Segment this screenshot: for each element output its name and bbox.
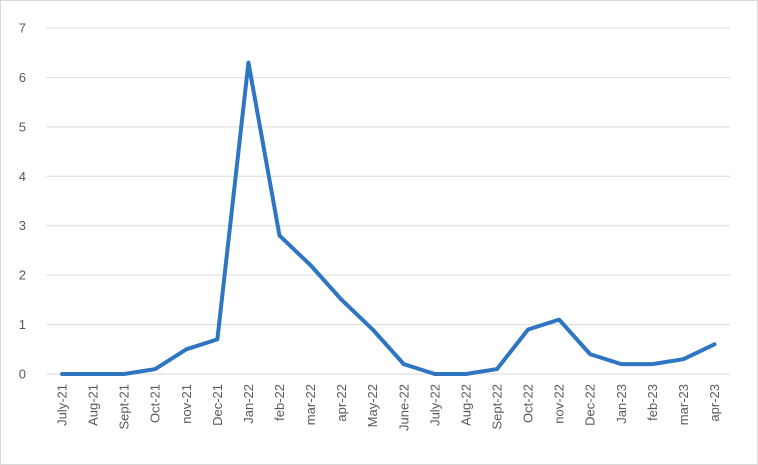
x-tick-label: apr-22 — [334, 384, 349, 422]
y-tick-label: 5 — [19, 119, 26, 134]
x-tick-label: Dec-22 — [583, 384, 598, 426]
y-tick-label: 6 — [19, 70, 26, 85]
x-tick-label: Sept-22 — [489, 384, 504, 430]
y-tick-label: 4 — [19, 169, 26, 184]
x-tick-label: apr-23 — [707, 384, 722, 422]
x-tick-label: Aug-22 — [458, 384, 473, 426]
x-tick-label: Aug-21 — [86, 384, 101, 426]
x-tick-label: July-21 — [55, 384, 70, 426]
x-tick-label: mar-22 — [303, 384, 318, 425]
x-tick-label: feb-22 — [272, 384, 287, 421]
x-tick-label: Sept-21 — [117, 384, 132, 430]
x-tick-label: mar-23 — [676, 384, 691, 425]
x-tick-label: Jan-23 — [614, 384, 629, 424]
x-tick-label: Oct-21 — [148, 384, 163, 423]
data-line — [60, 60, 717, 376]
x-tick-label: Oct-22 — [521, 384, 536, 423]
x-tick-label: Dec-21 — [210, 384, 225, 426]
x-tick-label: nov-22 — [552, 384, 567, 424]
y-tick-label: 7 — [19, 21, 26, 36]
x-tick-label: feb-23 — [645, 384, 660, 421]
y-tick-label: 3 — [19, 218, 26, 233]
y-tick-label: 2 — [19, 268, 26, 283]
x-tick-label: July-22 — [427, 384, 442, 426]
y-tick-label: 0 — [19, 367, 26, 382]
x-tick-label: Jan-22 — [241, 384, 256, 424]
x-tick-label: nov-21 — [179, 384, 194, 424]
y-tick-label: 1 — [19, 317, 26, 332]
x-tick-label: June-22 — [396, 384, 411, 431]
x-tick-label: May-22 — [365, 384, 380, 427]
